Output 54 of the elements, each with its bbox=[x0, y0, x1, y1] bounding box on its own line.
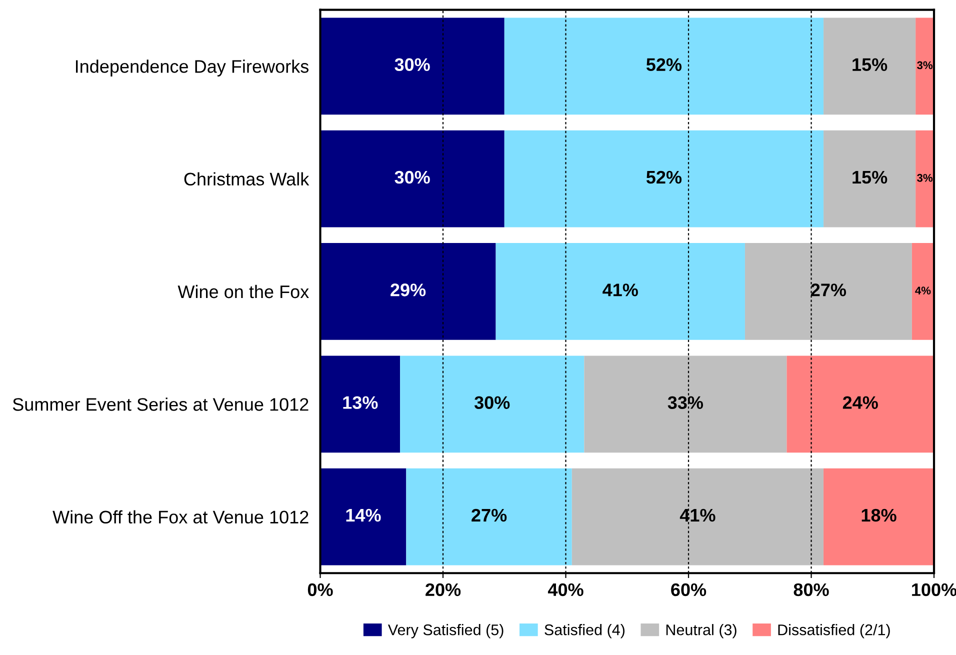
legend-label: Neutral (3) bbox=[666, 624, 736, 638]
data-label: 41% bbox=[602, 284, 638, 296]
data-label: 3% bbox=[917, 174, 933, 182]
data-label: 27% bbox=[811, 284, 846, 296]
data-label: 33% bbox=[668, 396, 704, 410]
x-tick-label: 80% bbox=[794, 583, 829, 596]
bar bbox=[406, 468, 572, 566]
data-label: 15% bbox=[852, 170, 888, 184]
data-label: 24% bbox=[842, 396, 878, 409]
y-tick-label: Summer Event Series at Venue 1012 bbox=[12, 398, 308, 411]
bar bbox=[584, 356, 787, 453]
bar bbox=[400, 356, 584, 453]
x-tick-label: 0% bbox=[308, 583, 333, 596]
bar bbox=[824, 130, 916, 228]
bar bbox=[912, 243, 934, 340]
bar bbox=[744, 243, 912, 340]
x-tick-label: 60% bbox=[671, 583, 706, 596]
bar bbox=[504, 18, 824, 115]
bar bbox=[786, 356, 934, 453]
y-tick-label: Christmas Walk bbox=[184, 172, 310, 186]
bar bbox=[824, 468, 934, 566]
legend-label: Very Satisfied (5) bbox=[388, 624, 504, 638]
data-label: 30% bbox=[394, 58, 430, 72]
legend-label: Dissatisfied (2/1) bbox=[778, 624, 890, 638]
bar bbox=[320, 18, 504, 115]
y-tick-label: Wine Off the Fox at Venue 1012 bbox=[52, 510, 308, 524]
bar bbox=[320, 468, 406, 566]
data-label: 29% bbox=[390, 284, 426, 296]
data-label: 30% bbox=[394, 170, 430, 184]
data-label: 13% bbox=[343, 396, 378, 410]
data-label: 41% bbox=[680, 508, 716, 522]
data-label: 3% bbox=[917, 61, 933, 70]
x-tick-label: 20% bbox=[426, 583, 461, 596]
legend-label: Satisfied (4) bbox=[544, 624, 625, 638]
data-label: 30% bbox=[474, 396, 510, 410]
bar bbox=[496, 243, 745, 340]
bar bbox=[916, 18, 934, 115]
bar bbox=[320, 243, 496, 340]
data-label: 27% bbox=[472, 508, 507, 522]
y-tick-label: Wine on the Fox bbox=[178, 284, 309, 298]
bar bbox=[572, 468, 824, 566]
x-tick-label: 40% bbox=[548, 583, 584, 596]
data-label: 4% bbox=[915, 286, 931, 294]
data-label: 18% bbox=[862, 508, 896, 522]
bar bbox=[320, 356, 400, 453]
data-label: 14% bbox=[346, 508, 381, 522]
bar bbox=[824, 18, 916, 115]
bar bbox=[320, 130, 504, 228]
bar bbox=[504, 130, 824, 228]
data-label: 52% bbox=[646, 170, 682, 184]
data-label: 15% bbox=[852, 58, 888, 71]
data-label: 52% bbox=[646, 58, 682, 71]
y-tick-label: Independence Day Fireworks bbox=[76, 60, 309, 76]
bar bbox=[916, 130, 934, 228]
